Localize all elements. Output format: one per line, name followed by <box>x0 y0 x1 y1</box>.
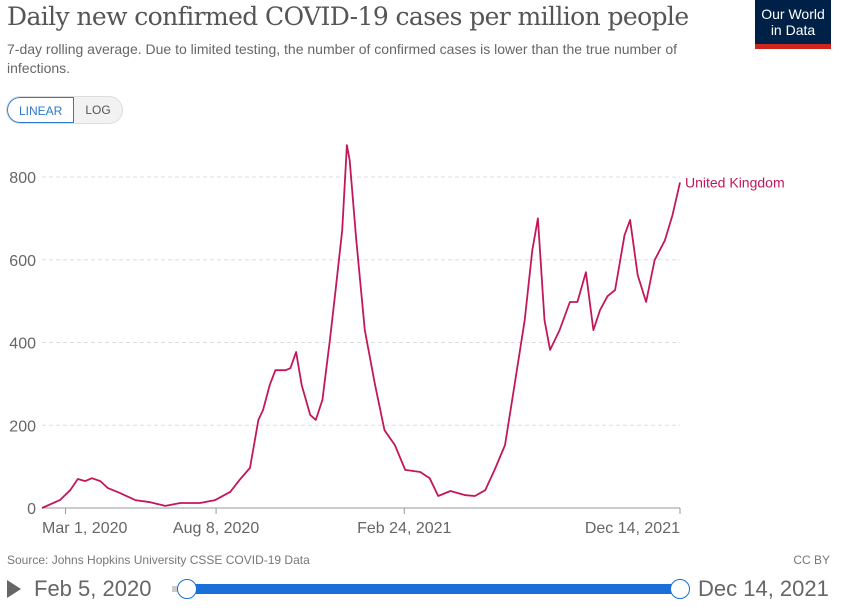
chart-title: Daily new confirmed COVID-19 cases per m… <box>7 2 689 31</box>
scale-toggle: LINEAR LOG <box>6 96 123 124</box>
chart-subtitle: 7-day rolling average. Due to limited te… <box>7 41 678 76</box>
timeline-start-label: Feb 5, 2020 <box>34 576 152 601</box>
timeline-range[interactable] <box>186 584 680 594</box>
y-tick-label: 200 <box>9 418 36 435</box>
play-icon[interactable] <box>7 580 21 598</box>
logo-line2: in Data <box>770 22 816 38</box>
line-chart: 0 200 400 600 800 Mar 1, 2020 Aug 8, 2020 Feb 2… <box>9 144 785 537</box>
timeline-end-handle[interactable] <box>670 579 690 599</box>
x-tick-label: Dec 14, 2021 <box>585 520 680 537</box>
y-tick-label: 600 <box>9 253 36 270</box>
y-tick-label: 400 <box>9 336 36 353</box>
linear-button[interactable]: LINEAR <box>7 97 75 123</box>
timeline-end-label: Dec 14, 2021 <box>698 576 829 601</box>
x-tick-label: Aug 8, 2020 <box>173 520 259 537</box>
series-line-united-kingdom <box>41 144 681 509</box>
y-tick-label: 0 <box>27 501 36 518</box>
timeline-start-handle[interactable] <box>177 579 197 599</box>
owid-logo[interactable]: Our World in Data <box>755 0 831 49</box>
logo-line1: Our World <box>761 6 825 22</box>
log-button[interactable]: LOG <box>85 103 111 117</box>
x-tick-label: Mar 1, 2020 <box>42 520 127 537</box>
y-tick-label: 800 <box>9 170 36 187</box>
x-tick-label: Feb 24, 2021 <box>357 520 451 537</box>
series-label: United Kingdom <box>685 174 785 190</box>
source-note[interactable]: Source: Johns Hopkins University CSSE CO… <box>7 553 310 567</box>
license-link[interactable]: CC BY <box>793 553 830 567</box>
